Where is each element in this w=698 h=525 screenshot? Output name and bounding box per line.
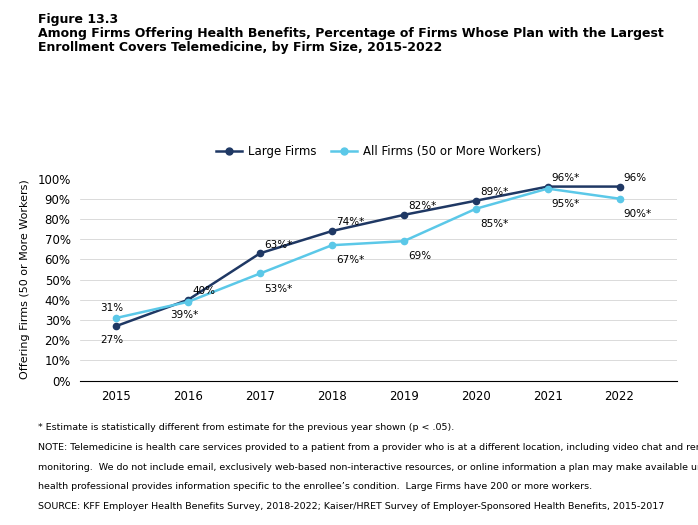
Text: Figure 13.3: Figure 13.3 <box>38 13 119 26</box>
Text: 27%: 27% <box>101 335 124 345</box>
Text: 95%*: 95%* <box>552 198 580 208</box>
Text: 69%: 69% <box>408 251 431 261</box>
Text: monitoring.  We do not include email, exclusively web-based non-interactive reso: monitoring. We do not include email, exc… <box>38 463 698 471</box>
Text: 39%*: 39%* <box>170 310 198 320</box>
Text: 67%*: 67%* <box>336 255 364 265</box>
Text: 90%*: 90%* <box>624 209 652 219</box>
Text: 96%: 96% <box>624 173 647 183</box>
Text: 85%*: 85%* <box>480 219 508 229</box>
Text: * Estimate is statistically different from estimate for the previous year shown : * Estimate is statistically different fr… <box>38 423 454 432</box>
Text: SOURCE: KFF Employer Health Benefits Survey, 2018-2022; Kaiser/HRET Survey of Em: SOURCE: KFF Employer Health Benefits Sur… <box>38 502 664 511</box>
Text: Enrollment Covers Telemedicine, by Firm Size, 2015-2022: Enrollment Covers Telemedicine, by Firm … <box>38 41 443 55</box>
Text: NOTE: Telemedicine is health care services provided to a patient from a provider: NOTE: Telemedicine is health care servic… <box>38 443 698 452</box>
Text: Among Firms Offering Health Benefits, Percentage of Firms Whose Plan with the La: Among Firms Offering Health Benefits, Pe… <box>38 27 664 40</box>
Text: 63%*: 63%* <box>264 240 292 250</box>
Y-axis label: Offering Firms (50 or More Workers): Offering Firms (50 or More Workers) <box>20 180 30 380</box>
Text: 89%*: 89%* <box>480 187 508 197</box>
Text: 31%: 31% <box>101 303 124 313</box>
Text: 53%*: 53%* <box>264 284 292 293</box>
Text: health professional provides information specific to the enrollee’s condition.  : health professional provides information… <box>38 482 593 491</box>
Text: 96%*: 96%* <box>552 173 580 183</box>
Text: 74%*: 74%* <box>336 217 364 227</box>
Text: 82%*: 82%* <box>408 201 436 212</box>
Text: 40%: 40% <box>192 286 215 296</box>
Legend: Large Firms, All Firms (50 or More Workers): Large Firms, All Firms (50 or More Worke… <box>211 140 546 162</box>
